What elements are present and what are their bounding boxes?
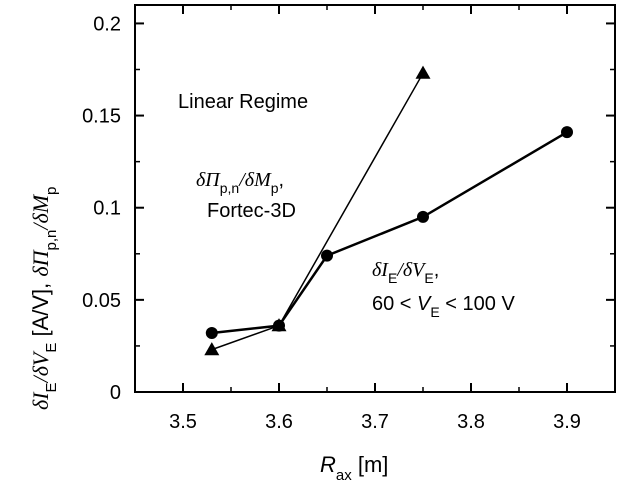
annotation-voltage-range: 60 < VE < 100 V	[372, 293, 515, 320]
ticks	[135, 5, 615, 393]
x-tick-label: 3.8	[457, 411, 485, 433]
data-point-triangle	[204, 342, 220, 356]
x-tick-label: 3.7	[361, 411, 389, 433]
x-tick-label: 3.5	[169, 411, 197, 433]
data-point-circle	[321, 249, 333, 262]
annotation-linear-regime: Linear Regime	[178, 91, 308, 113]
y-tick-label: 0.05	[82, 290, 121, 312]
annotation-experiment-formula: δIE/δVE,	[372, 259, 439, 286]
data-point-circle	[561, 126, 573, 139]
annotation-fortec-label: Fortec-3D	[207, 200, 296, 222]
y-tick-label: 0.1	[93, 198, 121, 220]
annotation-fortec-formula: δΠp,n/δMp,	[196, 169, 284, 196]
y-tick-label: 0	[110, 382, 121, 404]
data-point-triangle	[415, 65, 431, 79]
data-point-circle	[417, 210, 429, 223]
x-axis-label: Rax [m]	[320, 452, 388, 484]
x-tick-label: 3.9	[553, 411, 581, 433]
y-tick-label: 0.15	[82, 106, 121, 128]
tick-labels: 3.5 3.6 3.7 3.8 3.9 0 0.05 0.1 0.15 0.2	[82, 13, 581, 433]
data-point-triangle	[271, 318, 287, 332]
y-axis-label: δIE/δVE [A/V], δΠp,n/δMp	[28, 187, 60, 410]
y-tick-label: 0.2	[93, 13, 121, 35]
x-tick-label: 3.6	[265, 411, 293, 433]
series-layer	[204, 65, 573, 356]
data-point-circle	[205, 327, 218, 340]
